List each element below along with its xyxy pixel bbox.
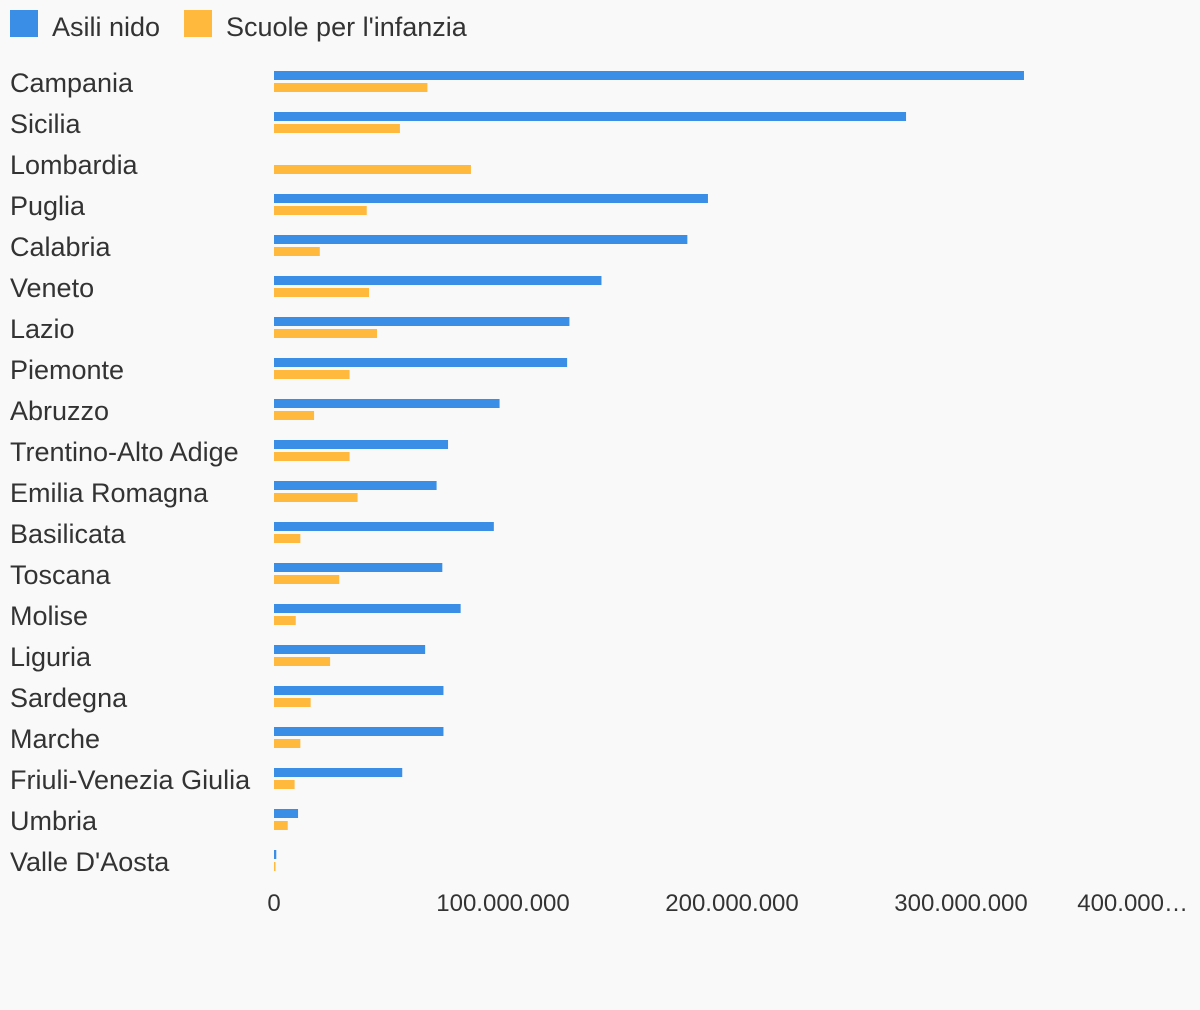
bar-asili-nido-campania	[274, 71, 1024, 80]
bar-asili-nido-toscana	[274, 563, 443, 572]
bar-scuole-per-l-infanzia-sardegna	[274, 698, 311, 707]
bar-asili-nido-sardegna	[274, 686, 444, 695]
category-label-umbria: Umbria	[10, 806, 98, 836]
bar-asili-nido-molise	[274, 604, 461, 613]
category-label-valle-d-aosta: Valle D'Aosta	[10, 847, 170, 877]
bar-scuole-per-l-infanzia-puglia	[274, 206, 367, 215]
category-label-lombardia: Lombardia	[10, 150, 139, 180]
bar-scuole-per-l-infanzia-veneto	[274, 288, 370, 297]
x-tick-label: 0	[267, 890, 280, 917]
bar-scuole-per-l-infanzia-molise	[274, 616, 296, 625]
bar-scuole-per-l-infanzia-emilia-romagna	[274, 493, 358, 502]
category-labels: Campania Sicilia Lombardia Puglia Calabria Ve…	[10, 68, 251, 877]
category-label-sicilia: Sicilia	[10, 109, 82, 139]
category-label-puglia: Puglia	[10, 191, 86, 221]
category-label-lazio: Lazio	[10, 314, 75, 344]
bar-scuole-per-l-infanzia-lazio	[274, 329, 378, 338]
bar-asili-nido-emilia-romagna	[274, 481, 437, 490]
x-tick-label: 400.000…	[1077, 890, 1188, 917]
bar-asili-nido-umbria	[274, 809, 299, 818]
bar-scuole-per-l-infanzia-umbria	[274, 821, 288, 830]
bar-asili-nido-basilicata	[274, 522, 494, 531]
bar-scuole-per-l-infanzia-abruzzo	[274, 411, 315, 420]
bar-asili-nido-lazio	[274, 317, 570, 326]
category-label-emilia-romagna: Emilia Romagna	[10, 478, 209, 508]
category-label-veneto: Veneto	[10, 273, 94, 303]
bar-asili-nido-abruzzo	[274, 399, 500, 408]
bar-scuole-per-l-infanzia-friuli-venezia-giulia	[274, 780, 295, 789]
legend: Asili nido Scuole per l'infanzia	[10, 10, 468, 42]
bar-asili-nido-veneto	[274, 276, 602, 285]
bar-scuole-per-l-infanzia-lombardia	[274, 165, 471, 174]
bar-asili-nido-liguria	[274, 645, 426, 654]
bar-scuole-per-l-infanzia-valle-d-aosta	[274, 862, 276, 871]
bar-scuole-per-l-infanzia-trentino-alto-adige	[274, 452, 350, 461]
x-axis: 0 100.000.000 200.000.000 300.000.000 400.00…	[267, 890, 1188, 917]
bar-scuole-per-l-infanzia-calabria	[274, 247, 320, 256]
bar-asili-nido-trentino-alto-adige	[274, 440, 449, 449]
bar-asili-nido-sicilia	[274, 112, 907, 121]
category-label-friuli-venezia-giulia: Friuli-Venezia Giulia	[10, 765, 251, 795]
bar-scuole-per-l-infanzia-basilicata	[274, 534, 301, 543]
category-label-calabria: Calabria	[10, 232, 112, 262]
legend-swatch-scuole-infanzia	[184, 10, 212, 37]
x-tick-label: 100.000.000	[436, 890, 569, 917]
x-tick-label: 200.000.000	[665, 890, 798, 917]
bar-asili-nido-valle-d-aosta	[274, 850, 277, 859]
bar-asili-nido-marche	[274, 727, 444, 736]
bar-scuole-per-l-infanzia-piemonte	[274, 370, 350, 379]
category-label-sardegna: Sardegna	[10, 683, 128, 713]
legend-label-asili-nido: Asili nido	[52, 12, 160, 42]
category-label-molise: Molise	[10, 601, 88, 631]
bar-scuole-per-l-infanzia-liguria	[274, 657, 331, 666]
category-label-liguria: Liguria	[10, 642, 92, 672]
bar-scuole-per-l-infanzia-sicilia	[274, 124, 400, 133]
category-label-marche: Marche	[10, 724, 100, 754]
bar-scuole-per-l-infanzia-campania	[274, 83, 428, 92]
category-label-toscana: Toscana	[10, 560, 112, 590]
legend-label-scuole-infanzia: Scuole per l'infanzia	[226, 12, 468, 42]
bar-scuole-per-l-infanzia-toscana	[274, 575, 340, 584]
category-label-campania: Campania	[10, 68, 134, 98]
bar-asili-nido-piemonte	[274, 358, 568, 367]
bar-scuole-per-l-infanzia-marche	[274, 739, 301, 748]
category-label-piemonte: Piemonte	[10, 355, 124, 385]
x-tick-label: 300.000.000	[894, 890, 1027, 917]
legend-swatch-asili-nido	[10, 10, 38, 37]
bars	[274, 71, 1024, 871]
bar-asili-nido-friuli-venezia-giulia	[274, 768, 403, 777]
bar-asili-nido-puglia	[274, 194, 708, 203]
bar-asili-nido-calabria	[274, 235, 688, 244]
category-label-abruzzo: Abruzzo	[10, 396, 109, 426]
category-label-trentino-alto-adige: Trentino-Alto Adige	[10, 437, 239, 467]
category-label-basilicata: Basilicata	[10, 519, 127, 549]
